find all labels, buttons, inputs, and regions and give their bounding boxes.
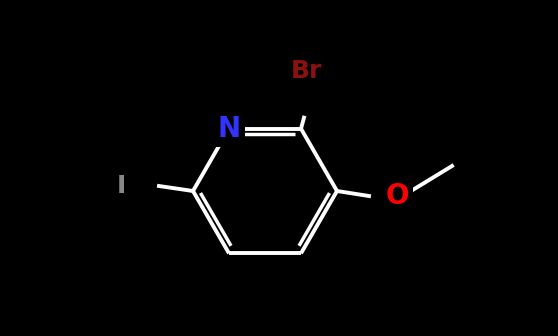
Text: I: I — [117, 174, 126, 198]
Text: Br: Br — [290, 59, 322, 83]
Text: O: O — [385, 182, 409, 210]
Text: N: N — [218, 115, 240, 143]
